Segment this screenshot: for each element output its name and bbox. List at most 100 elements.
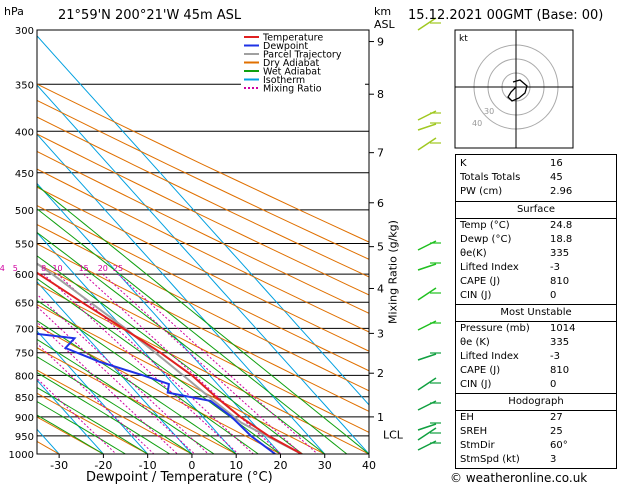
wet-adiabat-line <box>37 320 237 454</box>
mixing-ratio-label: 4 <box>0 264 5 273</box>
indices-panel: K 16 Totals Totals 45 PW (cm) 2.96 <box>455 154 617 202</box>
pressure-tick-label: 900 <box>15 413 34 424</box>
wind-barb <box>417 123 437 131</box>
pressure-tick-label: 950 <box>15 432 34 443</box>
hodograph-table-title: Hodograph <box>508 396 564 407</box>
surface-row: Lifted Index -3 <box>460 262 560 273</box>
parcel-trajectory-line <box>37 262 303 454</box>
pressure-tick-label: 300 <box>15 26 34 37</box>
index-row: Totals Totals 45 <box>460 172 563 183</box>
dry-adiabat-line <box>37 283 369 454</box>
mu-row: θe (K) 335 <box>460 337 570 348</box>
mixing-ratio-line <box>37 305 196 454</box>
x-tick-label: 40 <box>362 459 376 472</box>
wet-adiabat-line <box>37 184 369 454</box>
pressure-tick-label: 500 <box>15 206 34 217</box>
wet-adiabat-line <box>37 400 126 454</box>
isotherm-line <box>0 30 15 454</box>
wind-barb <box>417 427 437 441</box>
dry-adiabat-line <box>37 263 369 433</box>
lcl-label: LCL <box>383 429 404 442</box>
km-tick-label: 2 <box>377 367 384 380</box>
isotherm-line <box>37 330 149 454</box>
km-tick-label: 7 <box>377 147 384 160</box>
wind-barb <box>417 110 437 121</box>
mixing-ratio-line <box>117 273 318 454</box>
x-axis-label: Dewpoint / Temperature (°C) <box>86 470 273 485</box>
dry-adiabat-line <box>37 99 369 260</box>
dry-adiabat-line <box>37 186 369 352</box>
index-row: K 16 <box>460 158 563 169</box>
mixing-ratio-label: 25 <box>113 264 123 273</box>
wet-adiabat-line <box>37 372 171 454</box>
km-label: km <box>374 5 392 18</box>
isotherm-line <box>37 379 104 454</box>
mixing-ratio-label: 8 <box>41 264 46 273</box>
surface-panel: Surface Temp (°C) 24.8 Dewp (°C) 18.8 θe(K… <box>455 201 617 305</box>
wet-adiabat-line <box>37 386 148 454</box>
isotherm-line <box>37 182 281 454</box>
wind-barb <box>417 320 437 331</box>
wind-barb <box>417 353 437 361</box>
km-tick-label: 6 <box>377 197 384 210</box>
hodo-row: EH 27 <box>460 412 563 423</box>
wet-adiabat-line <box>37 208 348 454</box>
mu-row: Pressure (mb) 1014 <box>460 323 576 334</box>
mixing-ratio-label: 10 <box>52 264 62 273</box>
wind-barb <box>417 137 437 151</box>
km-tick-label: 4 <box>377 282 384 295</box>
mixing-ratio-line <box>37 377 117 454</box>
hodograph-trace <box>507 79 528 102</box>
hodo-row: StmDir 60° <box>460 440 568 451</box>
hodo-row: StmSpd (kt) 3 <box>460 454 557 465</box>
isotherm-line <box>37 84 369 454</box>
dry-adiabat-line <box>37 223 369 392</box>
x-tick-label: -30 <box>50 459 68 472</box>
pressure-tick-label: 850 <box>15 393 34 404</box>
x-tick-label: 30 <box>318 459 332 472</box>
dry-adiabat-line <box>37 347 237 454</box>
pressure-tick-label: 350 <box>15 80 34 91</box>
datetime-title: 15.12.2021 00GMT (Base: 00) <box>408 8 604 23</box>
mixing-ratio-label: 5 <box>13 264 18 273</box>
asl-label: ASL <box>374 18 395 31</box>
wet-adiabat-line <box>37 299 259 454</box>
most-unstable-panel: Most Unstable Pressure (mb) 1014 θe (K) 33… <box>455 304 617 394</box>
pressure-tick-label: 800 <box>15 371 34 382</box>
x-tick-label: -20 <box>94 459 112 472</box>
credit-text: © weatheronline.co.uk <box>450 471 588 485</box>
hodograph-kt-label: kt <box>459 34 468 44</box>
wind-barb <box>417 263 437 271</box>
surface-row: Dewp (°C) 18.8 <box>460 234 573 245</box>
wind-barb <box>417 377 437 391</box>
x-tick-label: -10 <box>139 459 157 472</box>
dry-adiabat-line <box>37 133 369 296</box>
dewpoint-line <box>37 332 276 454</box>
hodograph-table-panel: Hodograph EH 27 SREH 25 StmDir 60° StmSpd (… <box>455 393 617 469</box>
legend-label: Wet Adiabat <box>263 67 321 78</box>
most-unstable-title: Most Unstable <box>500 307 572 318</box>
y-axis-right-label: Mixing Ratio (g/kg) <box>386 220 400 324</box>
wind-barb <box>417 423 437 431</box>
dry-adiabat-line <box>37 83 369 243</box>
km-tick-label: 1 <box>377 411 384 424</box>
pressure-tick-label: 600 <box>15 270 34 281</box>
dry-adiabat-line <box>37 150 369 314</box>
legend-label: Mixing Ratio <box>263 84 322 95</box>
location-title: 21°59'N 200°21'W 45m ASL <box>58 8 242 23</box>
wind-barb <box>417 440 437 451</box>
x-tick-label: 10 <box>229 459 243 472</box>
dry-adiabat-line <box>37 325 281 454</box>
mixing-ratio-label: 20 <box>98 264 108 273</box>
legend-background <box>241 31 365 93</box>
km-tick-label: 8 <box>377 88 384 101</box>
wet-adiabat-line <box>37 338 215 454</box>
surface-title: Surface <box>516 204 556 215</box>
mu-row: Lifted Index -3 <box>460 351 560 362</box>
hpa-label: hPa <box>4 5 24 18</box>
surface-row: θe(K) 335 <box>460 248 570 259</box>
surface-row: Temp (°C) 24.8 <box>460 220 573 231</box>
mu-row: CAPE (J) 810 <box>460 365 570 376</box>
pressure-tick-label: 550 <box>15 239 34 250</box>
